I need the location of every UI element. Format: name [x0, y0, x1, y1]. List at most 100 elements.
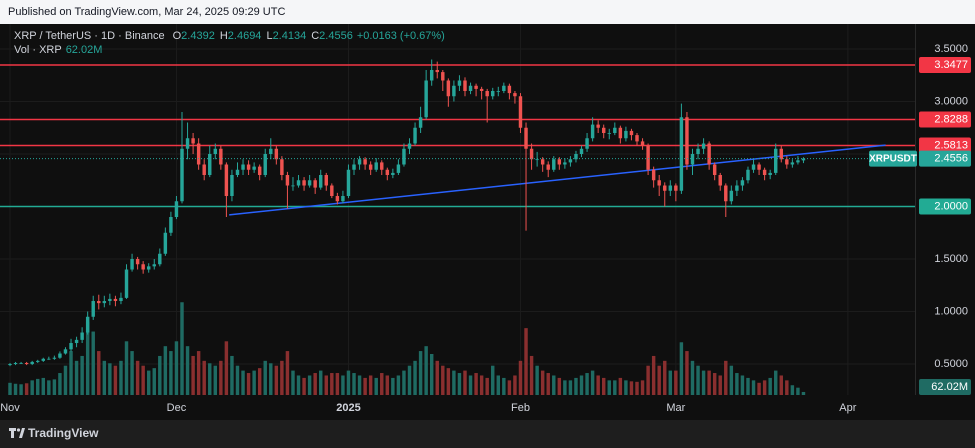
- x-tick-label: Nov: [0, 402, 20, 414]
- volume-bar: [424, 346, 428, 395]
- volume-bar: [163, 346, 168, 395]
- volume-bar: [274, 365, 279, 395]
- volume-bar: [102, 360, 107, 395]
- volume-bar: [663, 360, 667, 395]
- volume-bar: [257, 368, 262, 395]
- volume-bar: [363, 377, 367, 395]
- y-tick-label: 0.5000: [934, 358, 968, 370]
- candle-body: [585, 138, 589, 149]
- candle-body: [402, 148, 406, 165]
- candle-body: [518, 96, 523, 128]
- change: +0.0163: [357, 30, 397, 42]
- candle-body: [346, 169, 351, 197]
- brand-logo: [9, 428, 25, 438]
- volume-bar: [685, 351, 689, 395]
- volume-title: Vol · XRP: [14, 44, 62, 56]
- volume-bar: [91, 331, 95, 395]
- candle-body: [729, 190, 734, 202]
- volume-bar: [391, 377, 395, 395]
- volume-bar: [52, 379, 57, 395]
- volume-bar: [41, 377, 46, 395]
- candle-body: [108, 298, 112, 302]
- volume-bar: [502, 377, 506, 395]
- candle-body: [801, 158, 806, 161]
- volume-bar: [402, 370, 406, 395]
- volume-bar: [796, 387, 800, 395]
- candle-body: [552, 159, 556, 170]
- candle-body: [269, 148, 273, 155]
- volume-bar: [629, 381, 634, 395]
- volume-bar: [413, 360, 417, 395]
- volume-bar: [263, 360, 267, 395]
- volume-bar: [346, 370, 351, 395]
- candle-body: [191, 138, 195, 144]
- ohlc-value: 2.4134: [273, 30, 307, 42]
- candle-body: [141, 264, 145, 270]
- candle-body: [796, 160, 800, 163]
- candle-body: [13, 362, 18, 365]
- volume-label-box: [919, 379, 971, 395]
- volume-bar: [385, 375, 390, 395]
- volume-bar: [546, 373, 550, 395]
- volume-bar: [269, 363, 273, 395]
- candle-body: [135, 259, 140, 265]
- level-label-box: [919, 137, 971, 154]
- volume-bar: [285, 351, 290, 395]
- volume-bar: [191, 355, 195, 395]
- candle-body: [635, 135, 639, 142]
- volume-bar: [751, 380, 756, 395]
- candle-body: [491, 90, 495, 97]
- candle-body: [324, 175, 328, 186]
- volume-bar: [446, 368, 451, 395]
- volume-bar: [635, 381, 639, 395]
- candle-body: [368, 164, 373, 170]
- volume-bar: [8, 382, 12, 395]
- volume-bar: [330, 373, 334, 395]
- candle-body: [219, 148, 223, 165]
- volume-bar: [785, 380, 789, 395]
- volume-bar: [152, 368, 156, 395]
- volume-legend: Vol · XRP 62.02M: [14, 44, 102, 56]
- candle-body: [58, 353, 62, 358]
- candle-body: [707, 143, 711, 165]
- candle-body: [629, 130, 634, 136]
- candle-body: [52, 357, 57, 359]
- volume-bar: [441, 365, 445, 395]
- volume-bar: [724, 360, 728, 395]
- candle-body: [540, 159, 545, 165]
- candle-body: [535, 159, 539, 161]
- volume-bar: [341, 375, 345, 395]
- volume-bar: [596, 375, 600, 395]
- candle-body: [246, 164, 251, 170]
- level-label: 3.3477: [934, 59, 968, 71]
- candle-body: [524, 127, 528, 149]
- volume-bar: [80, 355, 84, 395]
- candle-body: [574, 154, 578, 160]
- volume-bar: [246, 373, 251, 395]
- volume-bar: [235, 365, 240, 395]
- volume-bar: [30, 380, 34, 395]
- volume-bar: [24, 383, 29, 395]
- candle-body: [285, 175, 290, 186]
- volume-bar: [640, 380, 645, 395]
- candle-body: [263, 154, 267, 176]
- volume-bar: [241, 370, 245, 395]
- candle-body: [679, 117, 684, 191]
- y-tick-label: 1.0000: [934, 305, 968, 317]
- volume-bar: [768, 377, 772, 395]
- candle-body: [474, 85, 478, 89]
- volume-bar: [319, 370, 323, 395]
- symbol-title: XRP / TetherUS · 1D · Binance: [14, 30, 165, 42]
- volume-bar: [180, 302, 184, 395]
- volume-bar: [746, 377, 750, 395]
- candle-body: [80, 332, 84, 340]
- ohlc-letter: C: [311, 30, 319, 42]
- symbol-label: XRPUSDT: [869, 153, 917, 164]
- level-label: 2.0000: [934, 200, 968, 212]
- candle-body: [513, 93, 517, 97]
- candle-body: [468, 85, 473, 91]
- candle-body: [596, 124, 600, 128]
- brand-name: TradingView: [28, 426, 99, 440]
- volume-bar: [113, 365, 118, 395]
- volume-bar: [352, 373, 356, 395]
